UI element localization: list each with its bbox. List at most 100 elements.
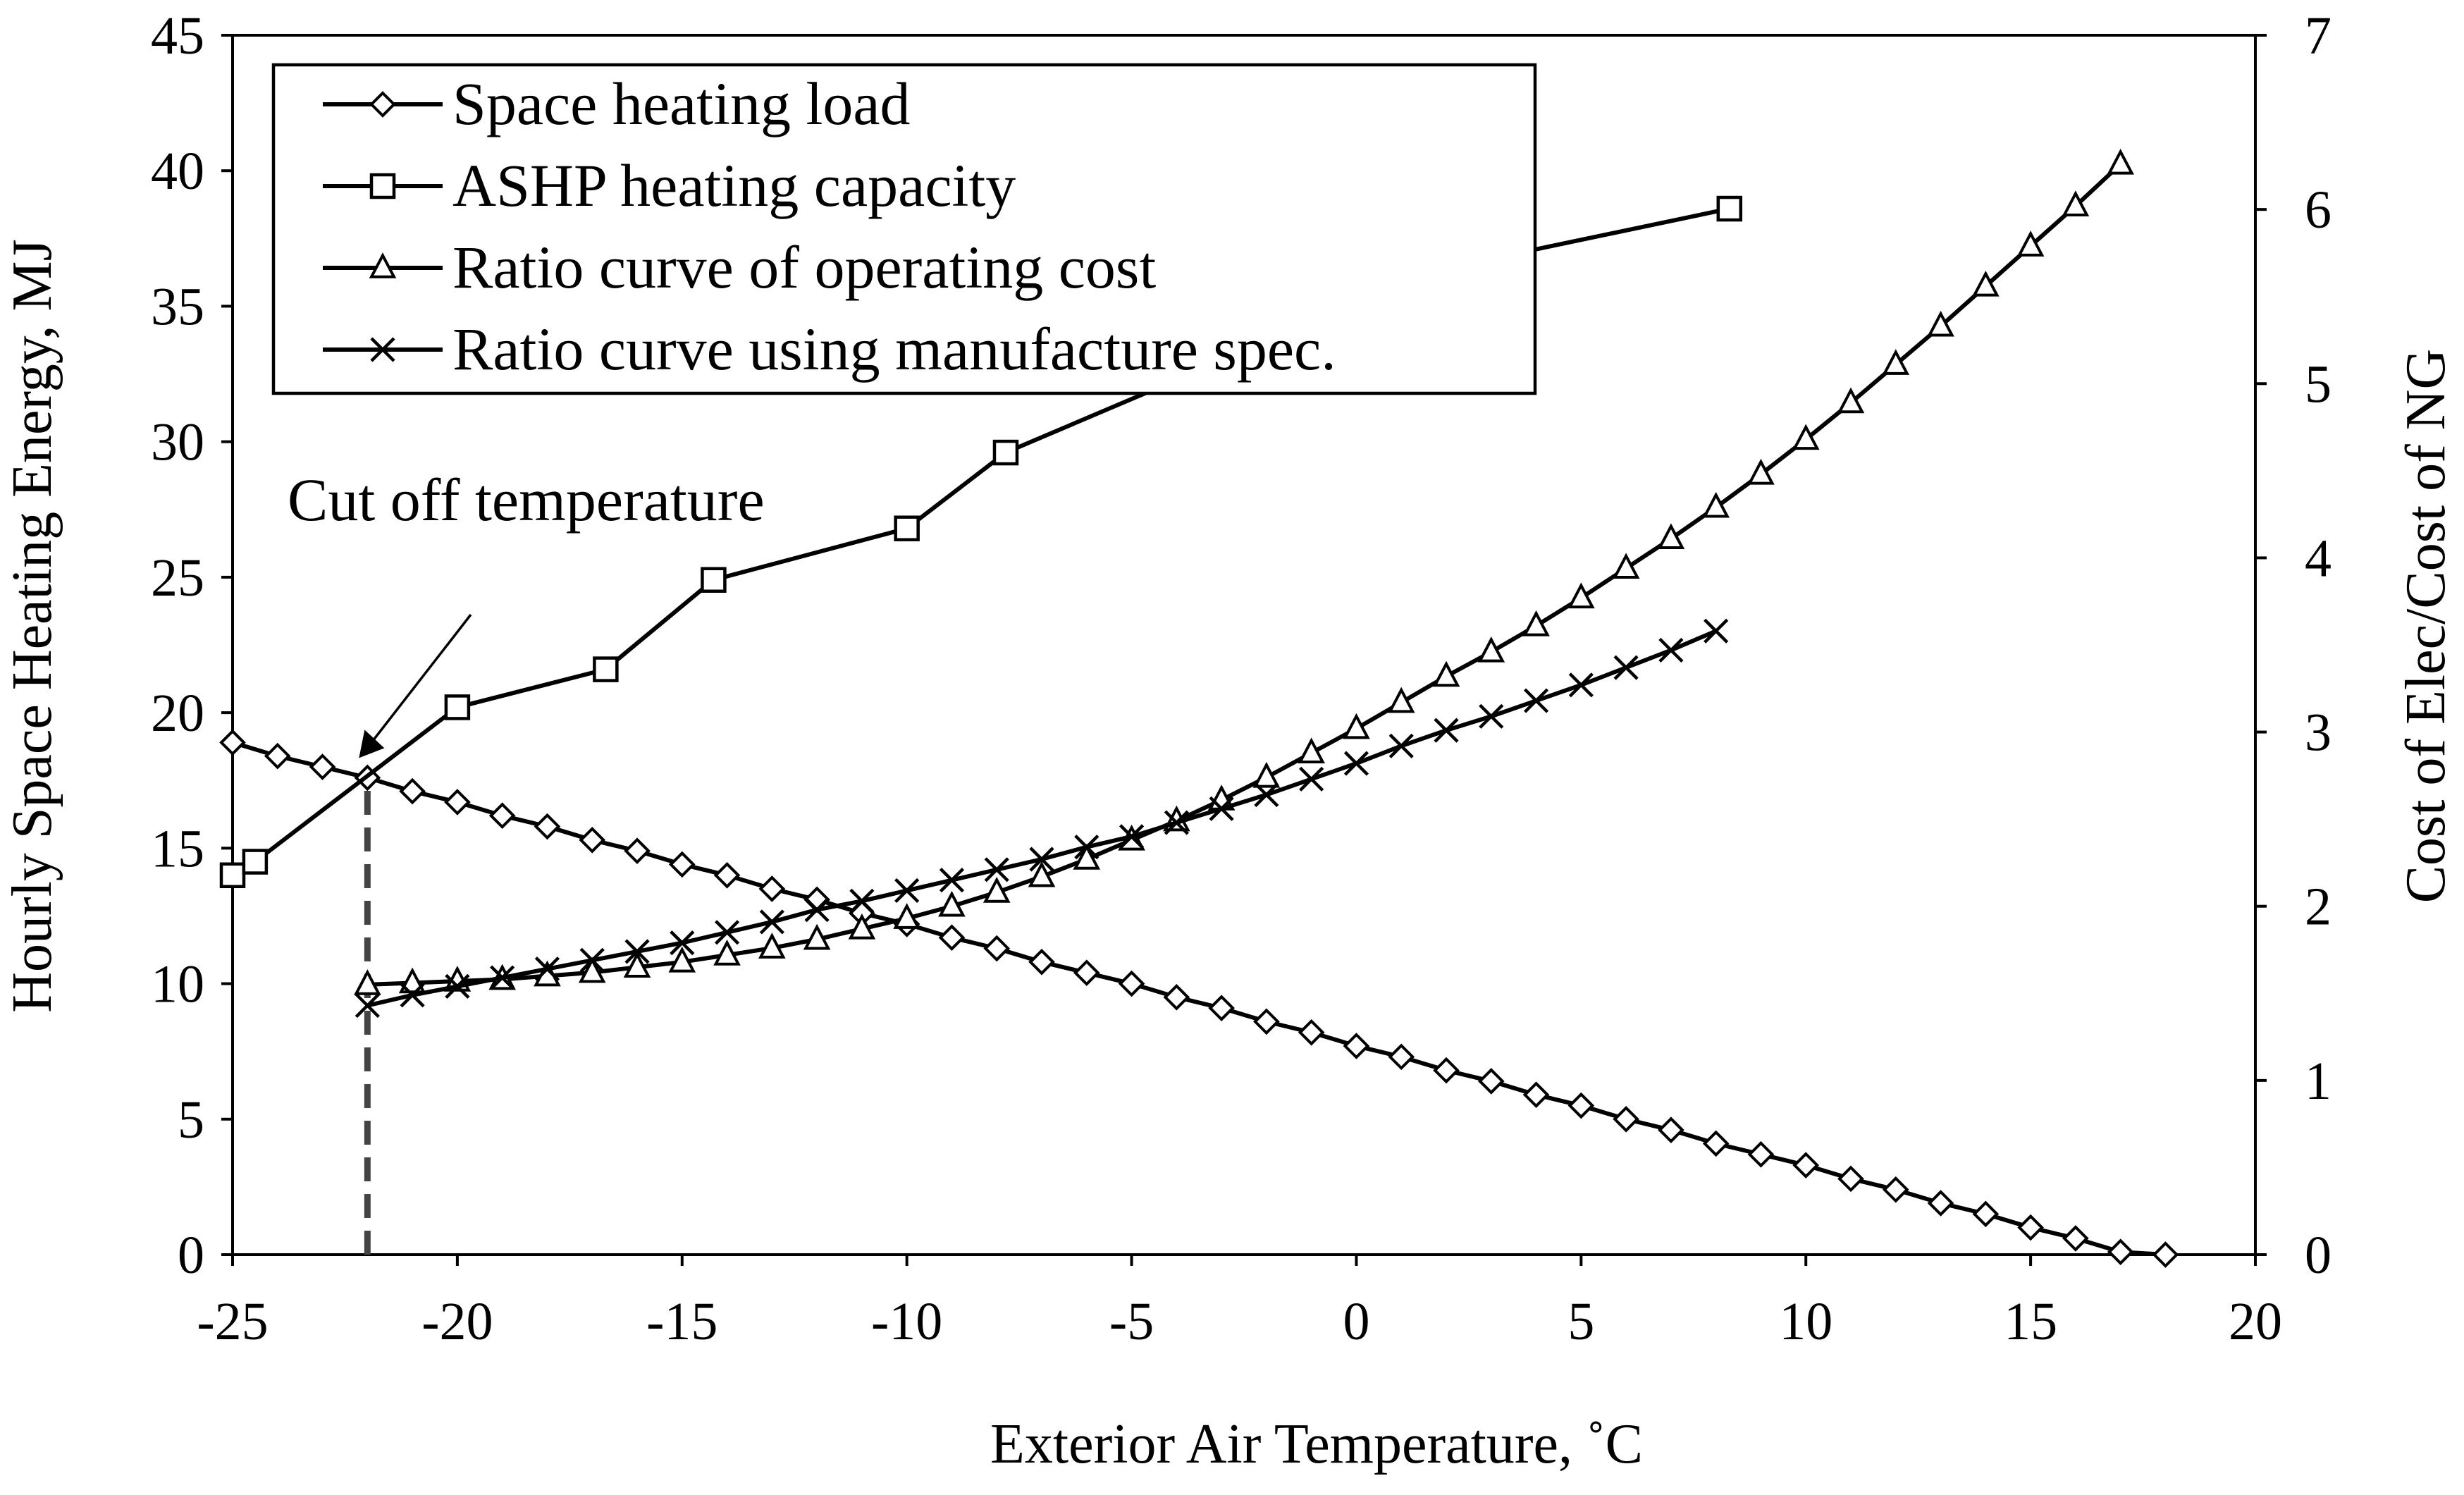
data-point-triangle [354,969,381,995]
data-point-diamond [1433,1057,1460,1084]
data-point-diamond [1073,959,1100,987]
data-point-diamond [219,729,246,756]
data-point-triangle [1343,713,1370,739]
x-marker-stroke [534,956,560,982]
legend-entry-ratio-curve-of-operating-cost: Ratio curve of operating cost [323,233,1156,301]
y-tick-label: 40 [151,142,204,201]
data-point-diamond [1792,1152,1820,1179]
x-tick-label: 5 [1567,1292,1594,1351]
data-point-x [670,930,695,956]
data-point-triangle [578,956,606,983]
data-point-square [992,439,1019,466]
x-marker-stroke [400,983,425,1008]
y2-tick-label: 4 [2305,529,2331,588]
x-marker-stroke [579,947,605,973]
data-point-triangle [1972,270,2000,297]
legend-entry-ashp-heating-capacity: ASHP heating capacity [323,152,1016,219]
data-point-triangle [1837,387,1865,414]
legend-entry-ratio-curve-using-manufacture-spec: Ratio curve using manufacture spec. [323,315,1336,383]
data-point-triangle [1747,458,1775,485]
x-marker-stroke [894,878,920,904]
x-marker-stroke [759,909,784,935]
y2-tick-label: 0 [2305,1226,2331,1285]
data-point-triangle [1792,424,1820,450]
x-tick-label: 15 [2004,1292,2057,1351]
data-point-diamond [668,851,696,878]
data-point-x [1164,810,1189,835]
legend-label: Ratio curve using manufacture spec. [452,315,1336,383]
data-point-diamond [1522,1081,1550,1109]
annotation-label: Cut off temperature [288,466,765,534]
y2-tick-label: 3 [2305,703,2331,763]
data-point-square [444,694,471,720]
data-point-triangle [1298,737,1325,764]
data-point-diamond [1028,948,1055,976]
x-marker-stroke [984,857,1009,882]
legend-swatch-square [369,173,396,199]
legend-swatch-x [370,337,395,362]
data-point-diamond [624,837,651,865]
plot-area [231,34,2257,1256]
data-point-diamond [1208,995,1235,1021]
data-point-triangle [1477,636,1505,663]
data-point-triangle [982,877,1011,903]
x-marker-stroke [624,939,650,964]
legend-box [271,63,1537,395]
data-point-x [1029,847,1054,872]
y-tick-label: 35 [151,277,204,336]
annotation-arrow-line [364,613,472,751]
data-point-x [400,983,425,1008]
data-point-diamond [1972,1200,2000,1228]
data-point-diamond [309,753,336,780]
x-marker-stroke [1704,618,1729,644]
data-point-triangle [2062,190,2090,216]
x-marker-stroke [1388,733,1414,758]
data-point-x [1343,751,1369,776]
data-point-diamond [1927,1190,1954,1217]
x-marker-stroke [490,965,515,990]
data-point-triangle [1522,610,1550,636]
x-tick-label: 10 [1779,1292,1832,1351]
data-point-diamond [938,924,966,952]
x-marker-stroke [1343,751,1369,776]
y-tick-label: 25 [151,548,204,608]
x-marker-stroke [1479,703,1504,729]
x-marker-stroke [1434,718,1459,743]
x-tick-label: -25 [197,1292,268,1351]
data-point-triangle [2016,230,2045,257]
x-marker-stroke [804,897,830,923]
data-point-diamond [1388,1043,1415,1071]
x-tick-label: 0 [1343,1292,1369,1351]
y2-tick-label: 7 [2305,6,2331,66]
y2-tick-label: 6 [2305,180,2331,240]
data-point-diamond [1163,983,1190,1011]
y2-tick-label: 2 [2305,878,2331,937]
data-point-square [242,849,269,875]
x-marker-stroke [1164,810,1189,835]
data-point-x [1119,824,1145,849]
y-tick-label: 0 [178,1226,204,1285]
data-point-x [939,868,965,893]
data-point-triangle [1702,491,1730,518]
data-point-triangle [1432,660,1460,687]
x-marker-stroke [1254,782,1279,808]
data-point-x [1299,766,1324,792]
x-tick-label: -10 [871,1292,942,1351]
x-marker-stroke [1658,637,1684,663]
x-marker-stroke [1568,672,1594,698]
data-point-x [534,956,560,982]
data-point-x [1254,782,1279,808]
y2-axis-title: Cost of Elec/Cost of NG [2395,349,2457,904]
data-point-diamond [1343,1033,1370,1059]
y-tick-label: 30 [151,413,204,472]
data-point-triangle [848,913,876,940]
y-tick-label: 15 [151,819,204,878]
data-point-diamond [1702,1130,1730,1157]
x-marker-stroke [370,337,395,362]
data-point-triangle [938,890,966,917]
data-point-x [1704,618,1729,644]
series-line [367,162,2122,987]
data-point-square [593,656,619,682]
